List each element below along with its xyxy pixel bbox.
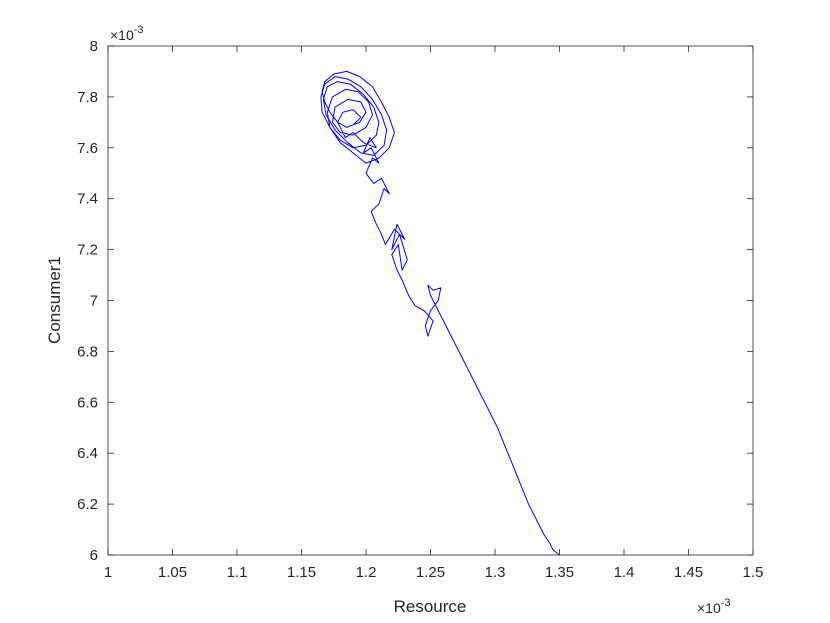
- y-tick-label: 6.4: [77, 445, 98, 462]
- y-multiplier-base: ×10: [110, 27, 134, 43]
- y-tick-label: 6: [90, 547, 98, 564]
- y-tick-label: 6.6: [77, 394, 98, 411]
- x-axis-multiplier: ×10-3: [697, 597, 731, 616]
- x-tick-label: 1: [104, 564, 112, 581]
- y-axis-label: Consumer1: [45, 256, 64, 344]
- series-line: [320, 70, 560, 556]
- x-axis-label: Resource: [394, 597, 467, 616]
- y-tick-label: 7: [90, 293, 98, 310]
- y-tick-label: 6.8: [77, 343, 98, 360]
- y-tick-label: 7.8: [77, 89, 98, 106]
- y-tick-label: 6.2: [77, 496, 98, 513]
- x-multiplier-base: ×10: [697, 600, 721, 616]
- y-axis-multiplier: ×10-3: [110, 24, 144, 43]
- x-axis-ticks: 1 1.05 1.1 1.15 1.2 1.25 1.3 1.35 1.4 1.45 1.5: [104, 46, 764, 581]
- x-multiplier-exponent: -3: [721, 597, 731, 609]
- x-tick-label: 1.35: [545, 564, 574, 581]
- y-tick-label: 7.6: [77, 140, 98, 157]
- y-axis-ticks: 6 6.2 6.4 6.6 6.8 7 7.2 7.4 7.6 7.8 8: [77, 38, 753, 564]
- x-tick-label: 1.15: [287, 564, 316, 581]
- plot-area: [108, 46, 753, 555]
- x-tick-label: 1.25: [416, 564, 445, 581]
- x-tick-label: 1.3: [485, 564, 506, 581]
- x-tick-label: 1.2: [356, 564, 377, 581]
- y-tick-label: 7.4: [77, 191, 98, 208]
- y-tick-label: 7.2: [77, 242, 98, 259]
- x-tick-label: 1.45: [674, 564, 703, 581]
- x-tick-label: 1.1: [227, 564, 248, 581]
- y-tick-label: 8: [90, 38, 98, 55]
- x-tick-label: 1.05: [158, 564, 187, 581]
- x-tick-label: 1.4: [614, 564, 635, 581]
- series-layer: [320, 70, 560, 556]
- x-tick-label: 1.5: [743, 564, 764, 581]
- y-multiplier-exponent: -3: [134, 24, 144, 36]
